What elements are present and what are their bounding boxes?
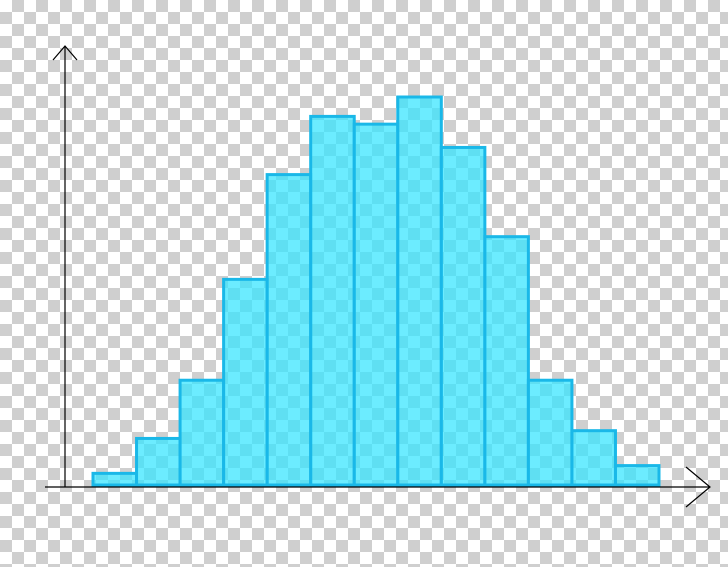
histogram-bar-9 [439,145,487,487]
histogram-bar-10 [483,235,530,487]
y-axis-arrowhead [52,45,78,61]
histogram-bar-11 [526,378,574,487]
histogram-bar-2 [135,436,182,487]
histogram-bar-7 [352,122,400,487]
histogram-bar-5 [265,173,313,487]
histogram-bar-13 [613,464,661,487]
histogram-bar-4 [222,277,269,487]
histogram-bar-12 [570,429,617,487]
histogram-bar-1 [91,471,139,487]
histogram-bar-6 [309,114,356,487]
bars-group [91,95,661,487]
histogram-bar-8 [396,95,443,487]
x-axis-arrowhead [685,466,711,508]
axes-group [45,45,711,508]
histogram-bar-3 [178,378,226,487]
